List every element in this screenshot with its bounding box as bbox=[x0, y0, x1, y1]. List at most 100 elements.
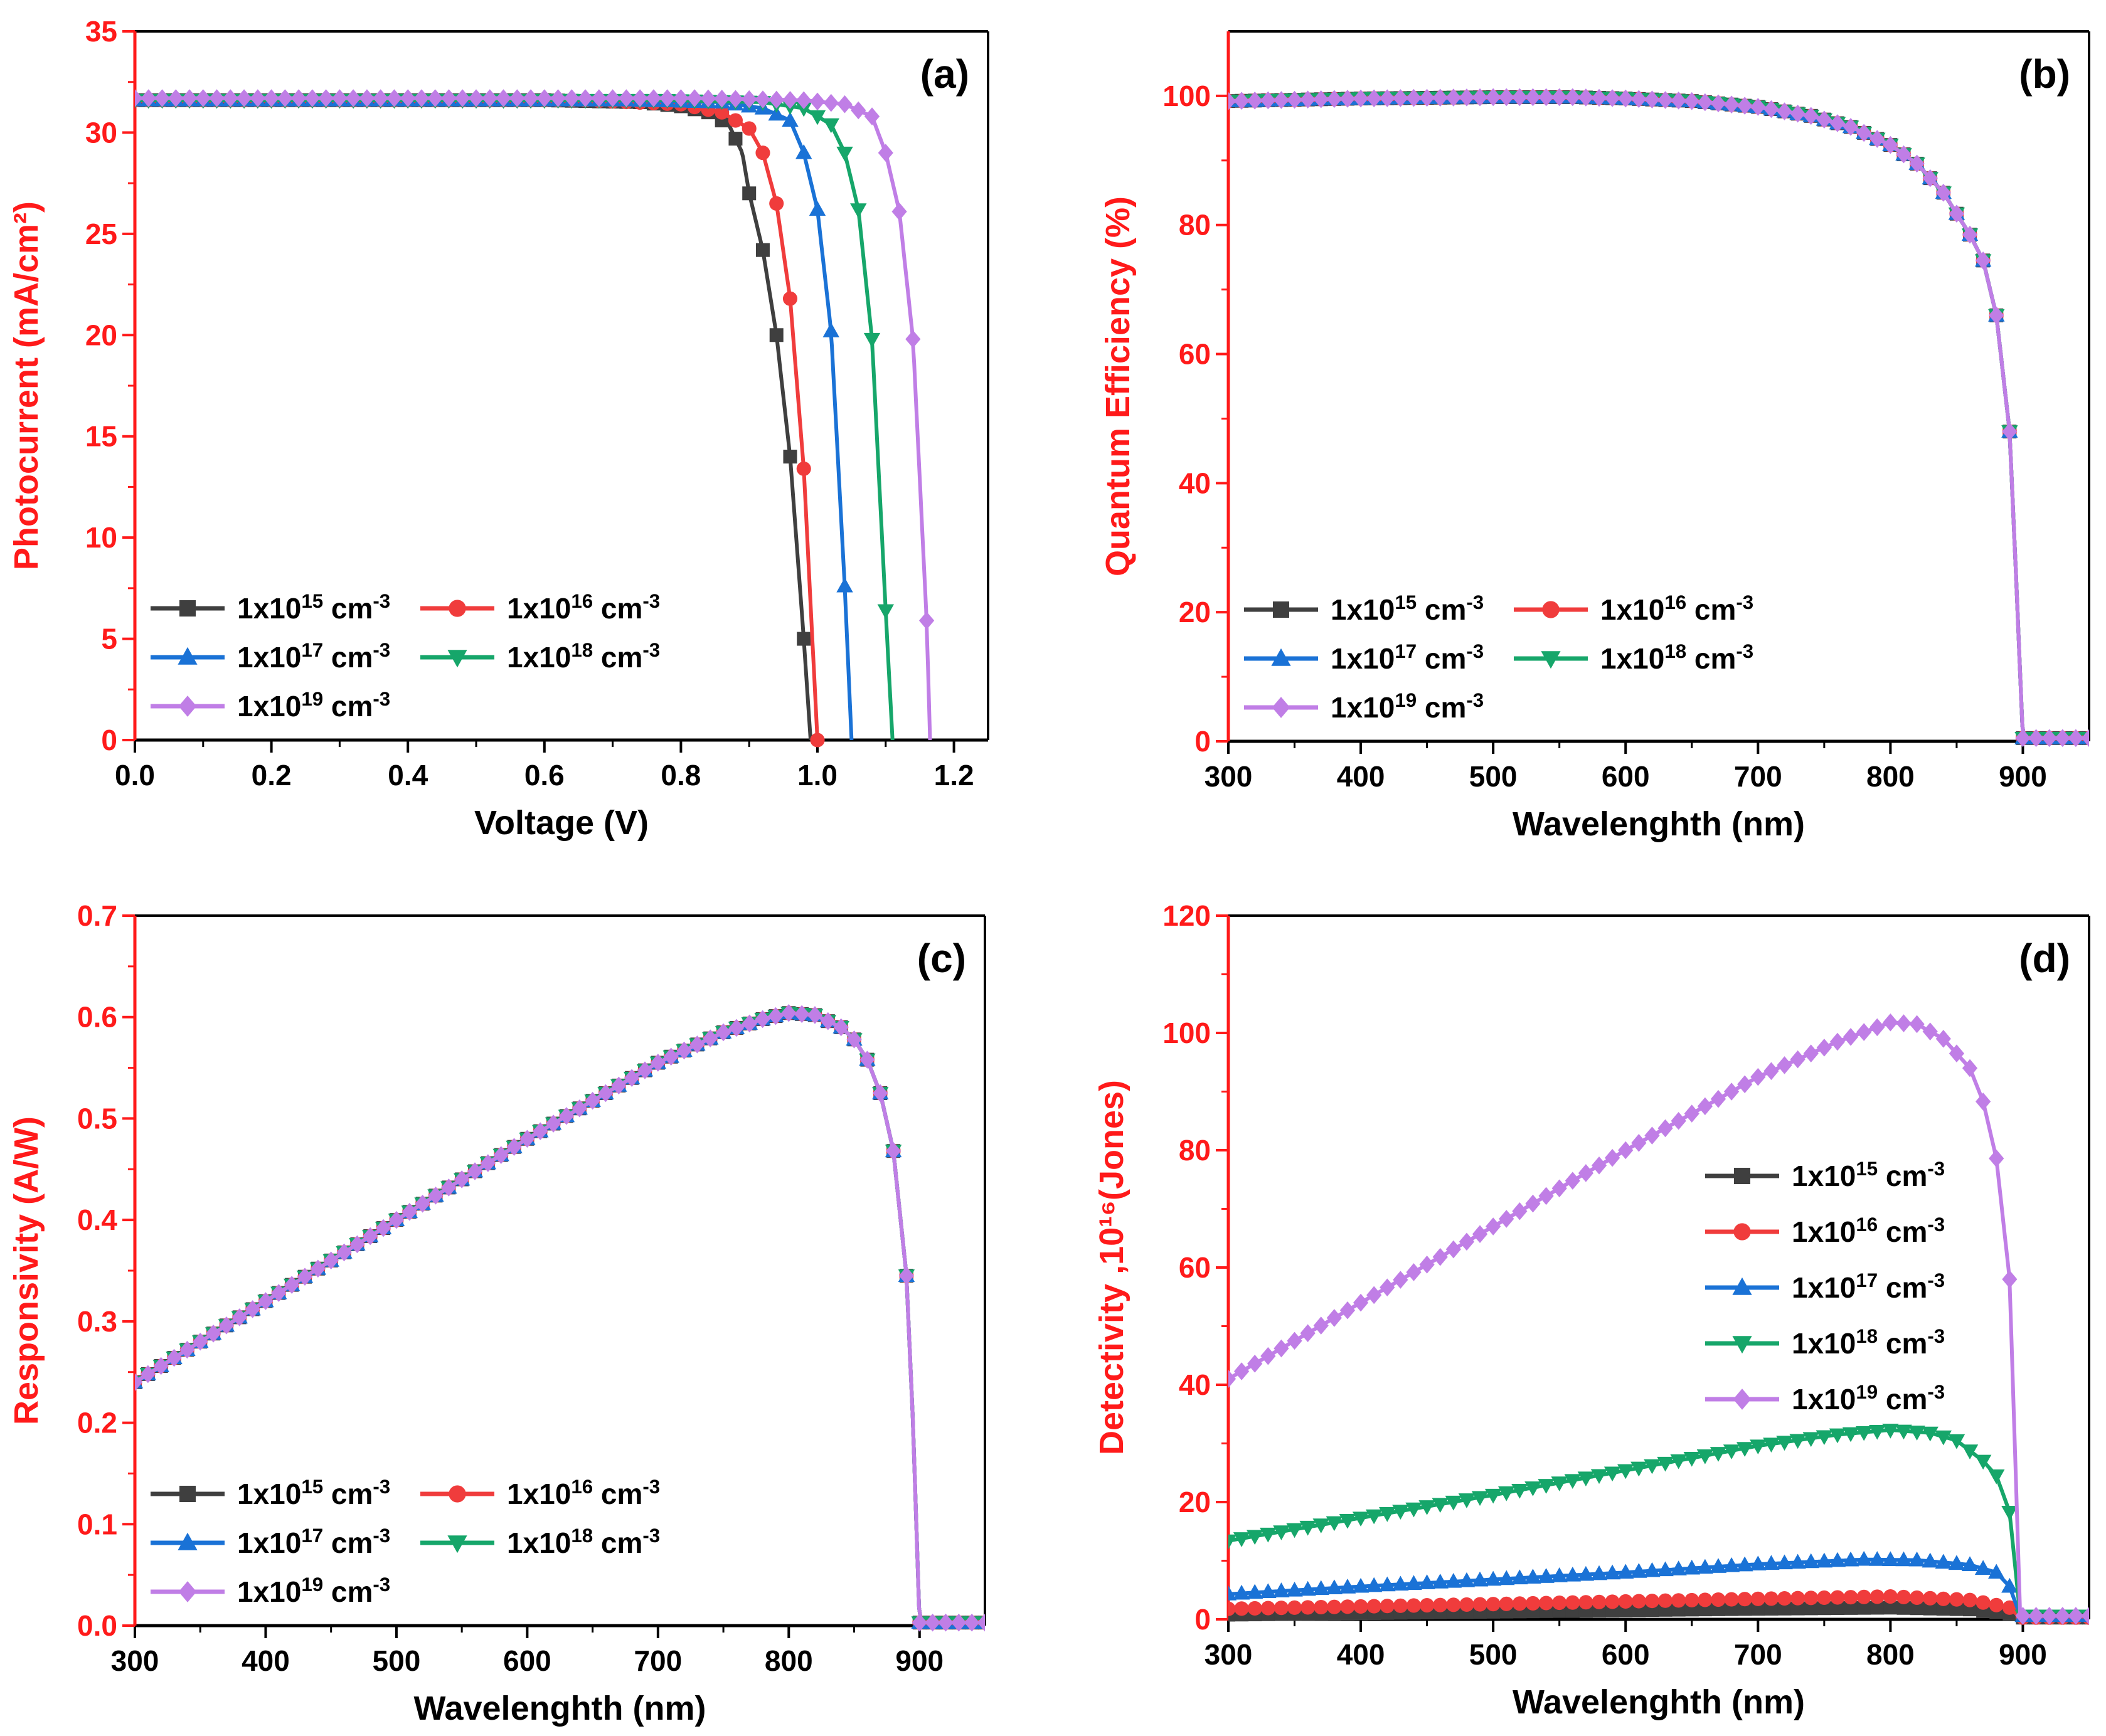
data-point bbox=[323, 1251, 339, 1270]
series-19 bbox=[1228, 1013, 2089, 1625]
superscript: -3 bbox=[1736, 591, 1753, 613]
data-point bbox=[1603, 1466, 1621, 1482]
data-point bbox=[318, 89, 334, 107]
superscript: 16 bbox=[1856, 1214, 1878, 1236]
data-point bbox=[1855, 1550, 1873, 1566]
data-point bbox=[1260, 1347, 1276, 1365]
series-line bbox=[135, 98, 813, 741]
data-point bbox=[277, 89, 293, 107]
panel-c: 300 400 500 600 700 800 900 0.0 0.1 0.2 0.3 0.4 0.5 0… bbox=[8, 899, 986, 1727]
data-point bbox=[1895, 1424, 1912, 1440]
data-point bbox=[1935, 1430, 1952, 1446]
data-point bbox=[1989, 306, 2004, 325]
legend-entry-18: 1x1018 cm-3 bbox=[420, 639, 660, 674]
data-point bbox=[1750, 1591, 1765, 1606]
data-point bbox=[1459, 88, 1475, 107]
data-point bbox=[1313, 1316, 1329, 1335]
x-tick-label: 300 bbox=[1205, 760, 1253, 793]
x-tick-label: 600 bbox=[1602, 760, 1650, 793]
text-segment: cm bbox=[323, 1575, 373, 1608]
data-point bbox=[755, 1010, 770, 1029]
data-point bbox=[1247, 1530, 1263, 1545]
data-point bbox=[509, 89, 525, 107]
superscript: 19 bbox=[301, 688, 323, 710]
data-point bbox=[1736, 1442, 1753, 1457]
data-point bbox=[1923, 1601, 1937, 1616]
data-point bbox=[1551, 88, 1567, 107]
data-point bbox=[1803, 107, 1819, 125]
data-point bbox=[1247, 1355, 1263, 1373]
data-point bbox=[236, 89, 252, 107]
data-point bbox=[1737, 1075, 1753, 1094]
data-point bbox=[585, 1091, 600, 1110]
legend-entry-16: 1x1016 cm-3 bbox=[420, 590, 660, 625]
data-point bbox=[1551, 1476, 1568, 1491]
data-point bbox=[1723, 1557, 1740, 1572]
data-point bbox=[263, 89, 279, 107]
data-point bbox=[1326, 1309, 1342, 1327]
data-point bbox=[605, 89, 620, 107]
y-tick-label: 30 bbox=[85, 116, 117, 149]
data-point bbox=[1830, 1590, 1845, 1605]
data-point bbox=[310, 1259, 326, 1278]
legend-marker bbox=[1272, 697, 1290, 718]
y-tick-label: 80 bbox=[1179, 1134, 1211, 1167]
data-point bbox=[1804, 1590, 1819, 1606]
data-point bbox=[1936, 1591, 1951, 1606]
legend-marker bbox=[1732, 1336, 1752, 1354]
data-point bbox=[1670, 1454, 1687, 1469]
legend-marker bbox=[1732, 1277, 1752, 1295]
data-point bbox=[1327, 1599, 1342, 1614]
data-point bbox=[1512, 1202, 1528, 1220]
data-point bbox=[1353, 89, 1369, 108]
data-point bbox=[782, 91, 798, 109]
data-point bbox=[2028, 729, 2044, 748]
data-point bbox=[715, 1023, 731, 1042]
data-point bbox=[1856, 124, 1872, 142]
data-point bbox=[1486, 88, 1501, 107]
data-point bbox=[2081, 1607, 2089, 1625]
data-point bbox=[1299, 1520, 1316, 1536]
data-point bbox=[1910, 1590, 1925, 1605]
data-point bbox=[1763, 1591, 1779, 1606]
data-point bbox=[291, 89, 307, 107]
text-segment: cm bbox=[1878, 1215, 1927, 1248]
data-point bbox=[1922, 1552, 1938, 1568]
x-tick-label: 700 bbox=[1734, 760, 1782, 793]
data-point bbox=[768, 90, 784, 109]
data-point bbox=[1340, 1599, 1355, 1614]
data-point bbox=[820, 1012, 836, 1030]
data-point bbox=[1857, 1601, 1871, 1615]
data-point bbox=[1538, 88, 1554, 107]
data-point bbox=[1711, 1592, 1726, 1607]
data-point bbox=[768, 1007, 784, 1025]
x-tick-label: 800 bbox=[1866, 760, 1915, 793]
data-point bbox=[1618, 1594, 1633, 1609]
x-tick-label: 0.0 bbox=[115, 759, 155, 791]
data-point bbox=[1644, 1562, 1661, 1577]
x-tick-label: 900 bbox=[1999, 760, 2047, 793]
data-point bbox=[1763, 100, 1779, 119]
data-point bbox=[2001, 1505, 2018, 1521]
data-point bbox=[864, 107, 880, 125]
data-point bbox=[1644, 1594, 1659, 1609]
data-point bbox=[755, 243, 770, 257]
data-point bbox=[1658, 1593, 1673, 1608]
plot-area bbox=[1228, 88, 2089, 748]
series-19 bbox=[135, 1003, 985, 1632]
data-point bbox=[1883, 1589, 1898, 1604]
data-point bbox=[918, 611, 935, 630]
data-point bbox=[1484, 1488, 1502, 1504]
series-16 bbox=[135, 93, 825, 748]
data-point bbox=[2055, 729, 2070, 748]
data-point bbox=[1433, 1597, 1448, 1612]
data-point bbox=[673, 89, 689, 107]
data-point bbox=[1379, 1507, 1396, 1522]
data-point bbox=[1564, 1474, 1581, 1489]
data-point bbox=[1909, 154, 1925, 173]
legend-label: 1x1015 cm-3 bbox=[1792, 1158, 1945, 1193]
data-point bbox=[1365, 1509, 1383, 1525]
data-point bbox=[1935, 1030, 1951, 1048]
legend-entry-17: 1x1017 cm-3 bbox=[151, 639, 390, 674]
data-point bbox=[1723, 95, 1740, 114]
